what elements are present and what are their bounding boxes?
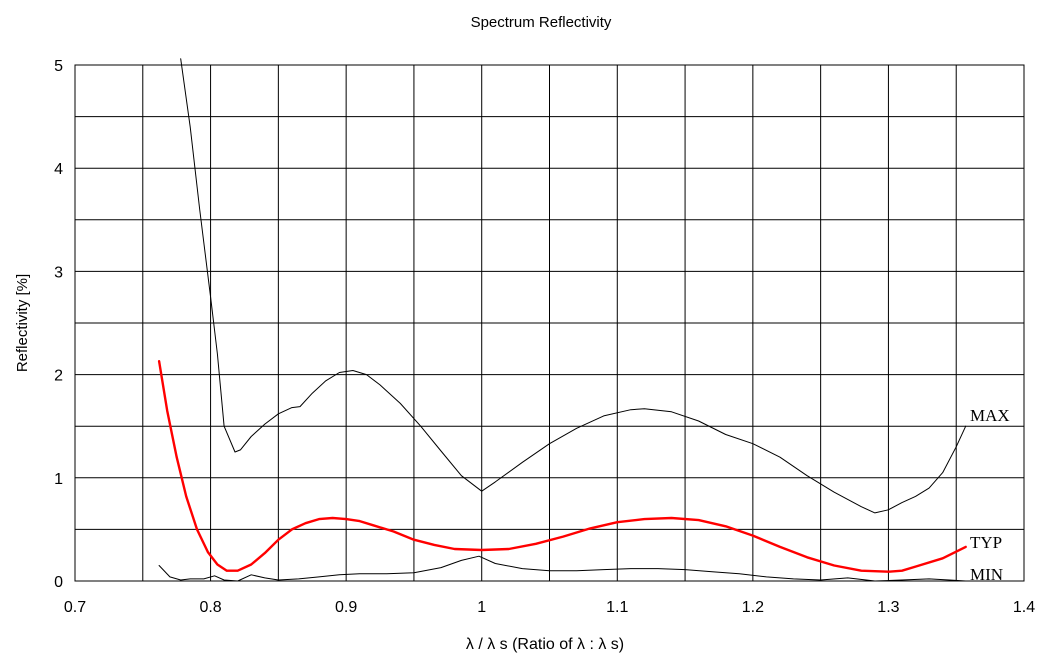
series-line-min bbox=[158, 555, 967, 582]
series-line-typ bbox=[157, 360, 967, 573]
x-tick-label: 1 bbox=[477, 599, 486, 616]
plot-frame bbox=[74, 64, 1025, 582]
y-tick-label: 0 bbox=[54, 574, 63, 591]
x-axis-label: λ / λ s (Ratio of λ : λ s) bbox=[466, 636, 624, 653]
y-axis-label: Reflectivity [%] bbox=[14, 274, 31, 372]
x-tick-label: 0.8 bbox=[199, 599, 221, 616]
y-tick-label: 2 bbox=[54, 368, 63, 385]
series-lines bbox=[157, 58, 967, 582]
series-label-max: MAX bbox=[970, 406, 1010, 425]
x-tick-label: 1.3 bbox=[877, 599, 899, 616]
x-axis-tick-labels: 0.7 0.8 0.9 1 1.1 1.2 1.3 1.4 bbox=[64, 599, 1035, 616]
y-axis-tick-labels: 0 1 2 3 4 5 bbox=[54, 58, 63, 591]
x-tick-label: 0.7 bbox=[64, 599, 86, 616]
chart-grid bbox=[75, 65, 1024, 581]
series-label-min: MIN bbox=[970, 565, 1003, 584]
x-tick-label: 1.1 bbox=[606, 599, 628, 616]
series-line-max bbox=[180, 58, 967, 514]
y-tick-label: 3 bbox=[54, 264, 63, 281]
y-tick-label: 4 bbox=[54, 161, 63, 178]
series-label-typ: TYP bbox=[970, 533, 1002, 552]
x-tick-label: 1.2 bbox=[742, 599, 764, 616]
x-tick-label: 1.4 bbox=[1013, 599, 1035, 616]
x-tick-label: 0.9 bbox=[335, 599, 357, 616]
y-tick-label: 1 bbox=[54, 471, 63, 488]
chart-title: Spectrum Reflectivity bbox=[471, 14, 612, 31]
series-labels: MAX TYP MIN bbox=[970, 406, 1010, 584]
y-tick-label: 5 bbox=[54, 58, 63, 75]
